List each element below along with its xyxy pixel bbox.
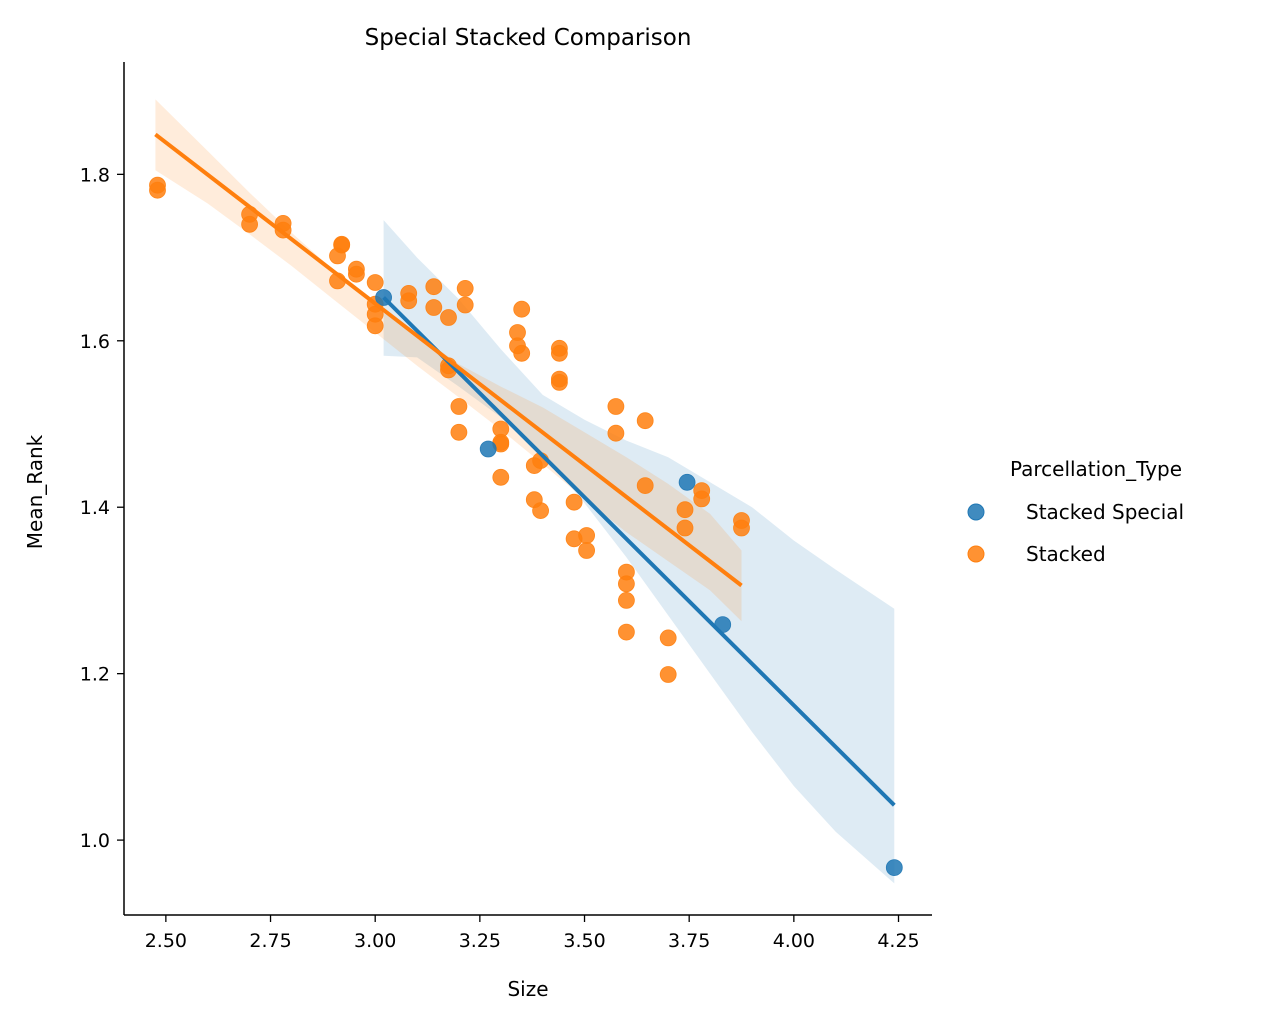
point-stacked [551,344,568,362]
point-stacked [659,629,677,647]
legend-items: Stacked Special Stacked [967,500,1184,566]
point-stacked [425,278,443,296]
y-tick-label: 1.4 [80,497,110,519]
point-stacked [492,468,510,486]
point-stacked [659,666,677,683]
point-stacked [450,423,468,441]
x-tick-label: 2.75 [249,930,291,952]
data-points [149,176,903,876]
confidence-bands [155,99,895,884]
x-tick-label: 4.00 [773,930,815,952]
point-stacked [149,181,166,199]
x-tick-label: 3.25 [459,930,501,952]
point-stacked [636,412,654,430]
x-axis-ticks: 2.50 2.75 3.00 3.25 3.50 3.75 4.00 4.25 [145,915,920,952]
x-tick-label: 3.75 [668,930,710,952]
point-stacked [578,542,595,559]
y-tick-label: 1.0 [80,830,110,852]
point-stacked [607,398,625,415]
point-stacked [440,309,457,326]
point-stacked [565,493,583,511]
regression-line-stacked [154,132,743,588]
regression-lines [154,132,896,807]
point-stacked [333,236,351,254]
point-stacked [400,292,418,310]
point-stacked [693,490,711,508]
y-tick-label: 1.8 [80,164,110,186]
point-stacked [532,502,549,520]
point-stacked [551,373,568,391]
point-stacked [618,592,635,609]
regression-line-stacked-special [382,296,896,807]
point-stacked [456,279,474,297]
point-stacked [733,519,750,537]
y-tick-label: 1.6 [80,331,110,353]
point-stacked [456,296,474,314]
point-stacked [347,265,365,283]
point-stacked [450,398,468,415]
x-tick-label: 3.50 [563,930,605,952]
x-axis-label: Size [507,977,548,1001]
point-stacked [366,274,384,291]
point-stacked [513,344,531,362]
legend-marker-stacked-special [967,503,985,521]
y-tick-label: 1.2 [80,664,110,686]
legend: Parcellation_Type Stacked Special Stacked [967,457,1184,566]
x-tick-label: 4.25 [877,930,919,952]
legend-marker-stacked [967,545,985,563]
x-tick-label: 3.00 [354,930,396,952]
point-stacked [578,527,595,544]
legend-label-stacked: Stacked [1026,542,1106,566]
point-stacked [618,623,635,641]
point-stacked [513,300,531,318]
y-axis-ticks: 1.0 1.2 1.4 1.6 1.8 [80,164,124,852]
point-stacked [676,519,694,537]
chart-title: Special Stacked Comparison [365,25,692,51]
point-stacked [676,501,694,519]
y-axis-label: Mean_Rank [23,434,47,549]
point-stacked-special [479,440,497,458]
x-tick-label: 2.50 [145,930,187,952]
point-stacked [607,424,625,442]
point-stacked [425,299,443,316]
legend-label-stacked-special: Stacked Special [1026,500,1184,524]
point-stacked [636,477,654,495]
point-stacked-special [885,859,903,876]
point-stacked [618,575,635,593]
point-stacked [366,317,384,335]
legend-title: Parcellation_Type [1010,457,1182,481]
point-stacked [241,215,259,233]
point-stacked-special [678,473,696,491]
